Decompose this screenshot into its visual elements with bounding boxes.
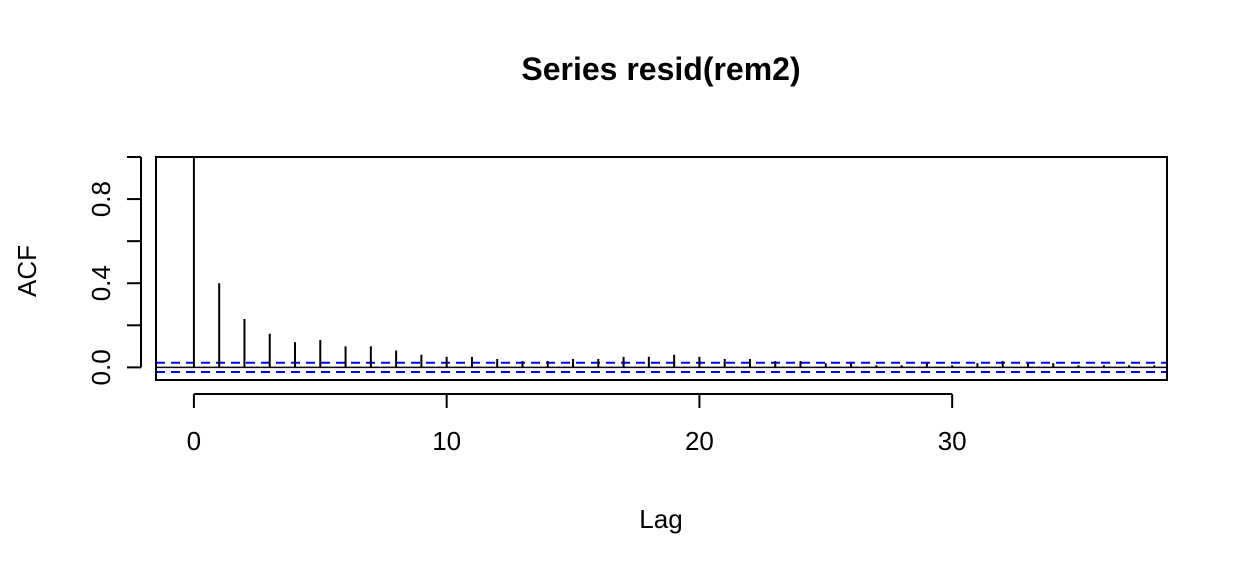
x-tick-label: 10 bbox=[432, 426, 461, 456]
plot-frame bbox=[155, 156, 1168, 381]
y-axis-label: ACF bbox=[12, 245, 42, 297]
y-tick-label: 0.4 bbox=[86, 265, 116, 301]
x-axis-label: Lag bbox=[639, 504, 682, 534]
x-tick-label: 30 bbox=[938, 426, 967, 456]
chart-title: Series resid(rem2) bbox=[521, 51, 800, 87]
y-tick-label: 0.8 bbox=[86, 181, 116, 217]
y-tick-label: 0.0 bbox=[86, 349, 116, 385]
x-tick-label: 20 bbox=[685, 426, 714, 456]
plot-area: 0 10 20 30 0.0 0.4 0.8 bbox=[86, 156, 1168, 456]
x-tick-label: 0 bbox=[187, 426, 201, 456]
